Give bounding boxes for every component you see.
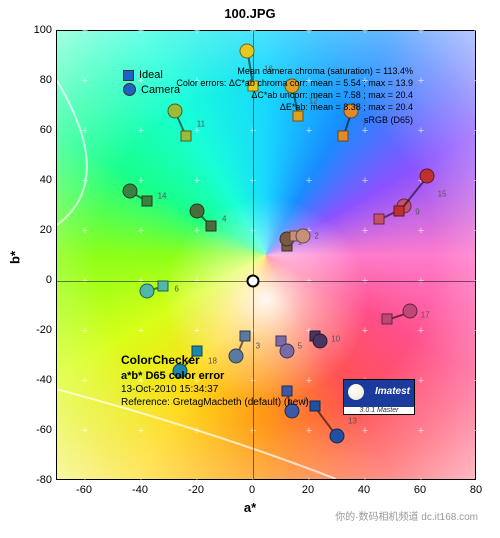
legend-ideal-label: Ideal: [139, 69, 163, 81]
point-label-3: 3: [256, 342, 260, 351]
y-tick: 60: [40, 124, 52, 136]
y-tick: 80: [40, 74, 52, 86]
camera-point-14: [122, 184, 137, 199]
camera-point-17: [402, 304, 417, 319]
x-tick: -60: [76, 484, 92, 496]
colorchecker-subtitle: a*b* D65 color error: [121, 369, 309, 383]
timestamp: 13-Oct-2010 15:34:37: [121, 383, 309, 396]
x-tick: -40: [132, 484, 148, 496]
y-tick: 40: [40, 174, 52, 186]
x-tick: 40: [358, 484, 370, 496]
chart-container: 100.JPG ++++++++++++++++++++++++++++++++…: [0, 0, 500, 538]
y-tick: -60: [36, 424, 52, 436]
chart-title: 100.JPG: [0, 6, 500, 21]
ideal-point-14: [141, 196, 152, 207]
point-label-6: 6: [174, 284, 178, 293]
ideal-point-9: [374, 213, 385, 224]
ideal-point-13: [309, 401, 320, 412]
stat-colorspace: sRGB (D65): [176, 114, 413, 126]
ideal-point-4: [206, 221, 217, 232]
point-label-5: 5: [298, 342, 302, 351]
camera-point-13: [330, 429, 345, 444]
point-label-10: 10: [331, 334, 340, 343]
point-label-9: 9: [415, 208, 419, 217]
camera-point-4: [190, 204, 205, 219]
camera-point-16: [240, 44, 255, 59]
ideal-point-17: [382, 313, 393, 324]
ideal-point-15: [393, 206, 404, 217]
imatest-version: 3.0.1 Master: [344, 407, 414, 414]
legend: Ideal Camera: [121, 67, 182, 100]
y-axis-title: b*: [8, 251, 23, 264]
legend-ideal: Ideal: [123, 69, 180, 81]
ideal-point-7: [337, 131, 348, 142]
x-tick: 20: [302, 484, 314, 496]
camera-point-15: [419, 169, 434, 184]
imatest-name: Imatest: [375, 386, 410, 397]
point-label-15: 15: [438, 189, 447, 198]
legend-camera: Camera: [123, 83, 180, 96]
stat-chroma-uncorr: ΔC*ab uncorr: mean = 7.58 ; max = 20.4: [176, 89, 413, 101]
bottom-info: ColorChecker a*b* D65 color error 13-Oct…: [121, 353, 309, 409]
square-icon: [123, 70, 134, 81]
point-label-2: 2: [314, 232, 318, 241]
y-tick: -20: [36, 324, 52, 336]
imatest-logo-icon: [348, 384, 364, 400]
y-tick: 20: [40, 224, 52, 236]
imatest-badge: Imatest 3.0.1 Master: [343, 379, 415, 415]
x-tick: 80: [470, 484, 482, 496]
camera-point-2: [296, 229, 311, 244]
ideal-point-11: [180, 131, 191, 142]
stat-saturation: Mean camera chroma (saturation) = 113.4%: [176, 65, 413, 77]
stats-block: Mean camera chroma (saturation) = 113.4%…: [176, 65, 413, 126]
stat-chroma-corr: Color errors: ΔC*ab chroma corr: mean = …: [176, 77, 413, 89]
point-label-14: 14: [158, 192, 167, 201]
x-tick: 60: [414, 484, 426, 496]
x-tick: 0: [249, 484, 255, 496]
point-label-4: 4: [222, 214, 226, 223]
camera-point-6: [139, 284, 154, 299]
y-tick: 100: [34, 24, 52, 36]
y-tick: -80: [36, 474, 52, 486]
reference: Reference: GretagMacbeth (default) (new): [121, 396, 309, 409]
plot-area: ++++++++++++++++++++++++++++++++++++++++…: [56, 30, 476, 480]
point-label-13: 13: [348, 417, 357, 426]
y-tick: 0: [46, 274, 52, 286]
legend-camera-label: Camera: [141, 84, 180, 96]
stat-deltae: ΔE*ab: mean = 8.38 ; max = 20.4: [176, 101, 413, 113]
point-label-17: 17: [421, 310, 430, 319]
camera-point-10: [313, 334, 328, 349]
colorchecker-title: ColorChecker: [121, 353, 309, 369]
x-tick: -20: [188, 484, 204, 496]
ideal-point-3: [239, 331, 250, 342]
circle-icon: [123, 83, 136, 96]
ideal-point-6: [158, 281, 169, 292]
watermark: 你的·数码相机频道 dc.it168.com: [335, 508, 478, 523]
y-tick: -40: [36, 374, 52, 386]
